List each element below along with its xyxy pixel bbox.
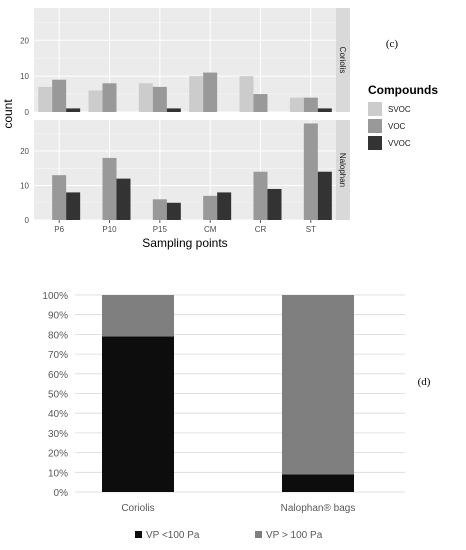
bar-voc	[303, 123, 318, 220]
x-tick-labels: Coriolis Nalophan® bags	[121, 503, 355, 514]
panel-tag-c: (c)	[386, 38, 399, 50]
bar-svoc	[138, 83, 153, 112]
y-tick-label: 50%	[48, 390, 68, 401]
legend-swatch-vp-low	[135, 531, 142, 538]
panel-tag-d: (d)	[418, 376, 431, 388]
legend-swatch-voc	[368, 119, 382, 133]
bar-voc	[52, 79, 67, 112]
bar-segment-vp-low	[102, 336, 174, 492]
y-tick-label: 100%	[42, 291, 68, 302]
bar-vvoc	[166, 108, 181, 112]
y-tick-label: 80%	[48, 330, 68, 341]
bar-vvoc	[116, 178, 131, 220]
bar-svoc	[289, 97, 304, 112]
legend-swatch-svoc	[368, 102, 382, 116]
bar-voc	[253, 171, 268, 220]
bar-voc	[203, 72, 218, 112]
bar-vvoc	[66, 108, 81, 112]
facet-strip-nalophan	[336, 120, 350, 220]
y-tick-label: 0	[25, 216, 30, 225]
bar-vvoc	[66, 192, 81, 220]
facet-label-nalophan: Nalophan	[338, 153, 347, 187]
bar-vvoc	[217, 192, 232, 220]
legend-label-svoc: SVOC	[388, 105, 411, 114]
y-tick-label: 90%	[48, 311, 68, 322]
bar-voc	[303, 97, 318, 112]
y-tick-label: 20	[20, 147, 29, 156]
y-axis-title: count	[1, 99, 15, 129]
x-tick-label: P10	[102, 225, 117, 234]
bar-vvoc	[166, 202, 181, 220]
bar-svoc	[239, 76, 254, 112]
x-tick-label: P15	[153, 225, 168, 234]
y-tick-label: 70%	[48, 350, 68, 361]
y-tick-label: 20	[20, 36, 29, 45]
bars	[38, 72, 332, 220]
bar-segment-vp-low	[282, 474, 354, 492]
legend: VP <100 Pa VP > 100 Pa	[135, 530, 323, 541]
y-tick-label: 20%	[48, 449, 68, 460]
bar-voc	[152, 86, 167, 112]
legend-title: Compounds	[368, 83, 438, 97]
x-tick-labels: P6 P10 P15 CM CR ST	[54, 220, 316, 234]
x-tick-label: Coriolis	[121, 503, 154, 514]
bar-svoc	[189, 76, 204, 112]
stacked-bar-chart: 0% 10% 20% 30% 40% 50% 60% 70% 80% 90% 100% Coriol…	[42, 291, 430, 541]
bar-segment-vp-high	[102, 295, 174, 337]
y-tick-label: 40%	[48, 409, 68, 420]
legend-label-vp-low: VP <100 Pa	[146, 530, 200, 541]
y-tick-label: 30%	[48, 429, 68, 440]
bar-voc	[52, 175, 67, 220]
y-tick-label: 10%	[48, 468, 68, 479]
facet-strip-coriolis	[336, 8, 350, 112]
facet-panel-nalophan	[34, 120, 336, 220]
y-tick-label: 60%	[48, 370, 68, 381]
legend-label-voc: VOC	[388, 122, 406, 131]
y-tick-label: 0%	[54, 488, 69, 499]
bar-segment-vp-high	[282, 295, 354, 475]
bar-vvoc	[317, 108, 332, 112]
y-tick-label: 10	[20, 182, 29, 191]
legend: SVOC VOC VVOC	[368, 102, 411, 150]
x-axis-title: Sampling points	[142, 236, 227, 250]
y-tick-label: 0	[25, 108, 30, 117]
x-tick-label: CM	[204, 225, 217, 234]
y-tick-labels: 0 10 20 0 10 20	[20, 36, 29, 225]
bar-svoc	[88, 90, 103, 112]
y-tick-label: 10	[20, 72, 29, 81]
bar-svoc	[38, 86, 53, 112]
bar-voc	[253, 94, 268, 112]
bar-voc	[152, 199, 167, 220]
bar-vvoc	[317, 171, 332, 220]
bar-voc	[102, 157, 117, 220]
facet-panel-coriolis	[34, 8, 336, 112]
legend-label-vvoc: VVOC	[388, 139, 411, 148]
y-tick-labels: 0% 10% 20% 30% 40% 50% 60% 70% 80% 90% 100%	[42, 291, 68, 499]
x-tick-label: Nalophan® bags	[281, 503, 356, 514]
bars	[102, 295, 354, 492]
bar-voc	[102, 83, 117, 112]
legend-swatch-vp-high	[255, 531, 262, 538]
gridlines	[34, 8, 336, 221]
legend-label-vp-high: VP > 100 Pa	[266, 530, 323, 541]
x-tick-label: ST	[306, 225, 316, 234]
x-tick-label: P6	[54, 225, 64, 234]
facet-label-coriolis: Coriolis	[338, 47, 347, 74]
bar-voc	[203, 195, 218, 220]
x-tick-label: CR	[255, 225, 267, 234]
faceted-bar-chart: Coriolis Nalophan 0 10 20 0 10 20 P6 P10 P15 CM C…	[1, 8, 438, 250]
legend-swatch-vvoc	[368, 136, 382, 150]
bar-vvoc	[267, 188, 282, 220]
